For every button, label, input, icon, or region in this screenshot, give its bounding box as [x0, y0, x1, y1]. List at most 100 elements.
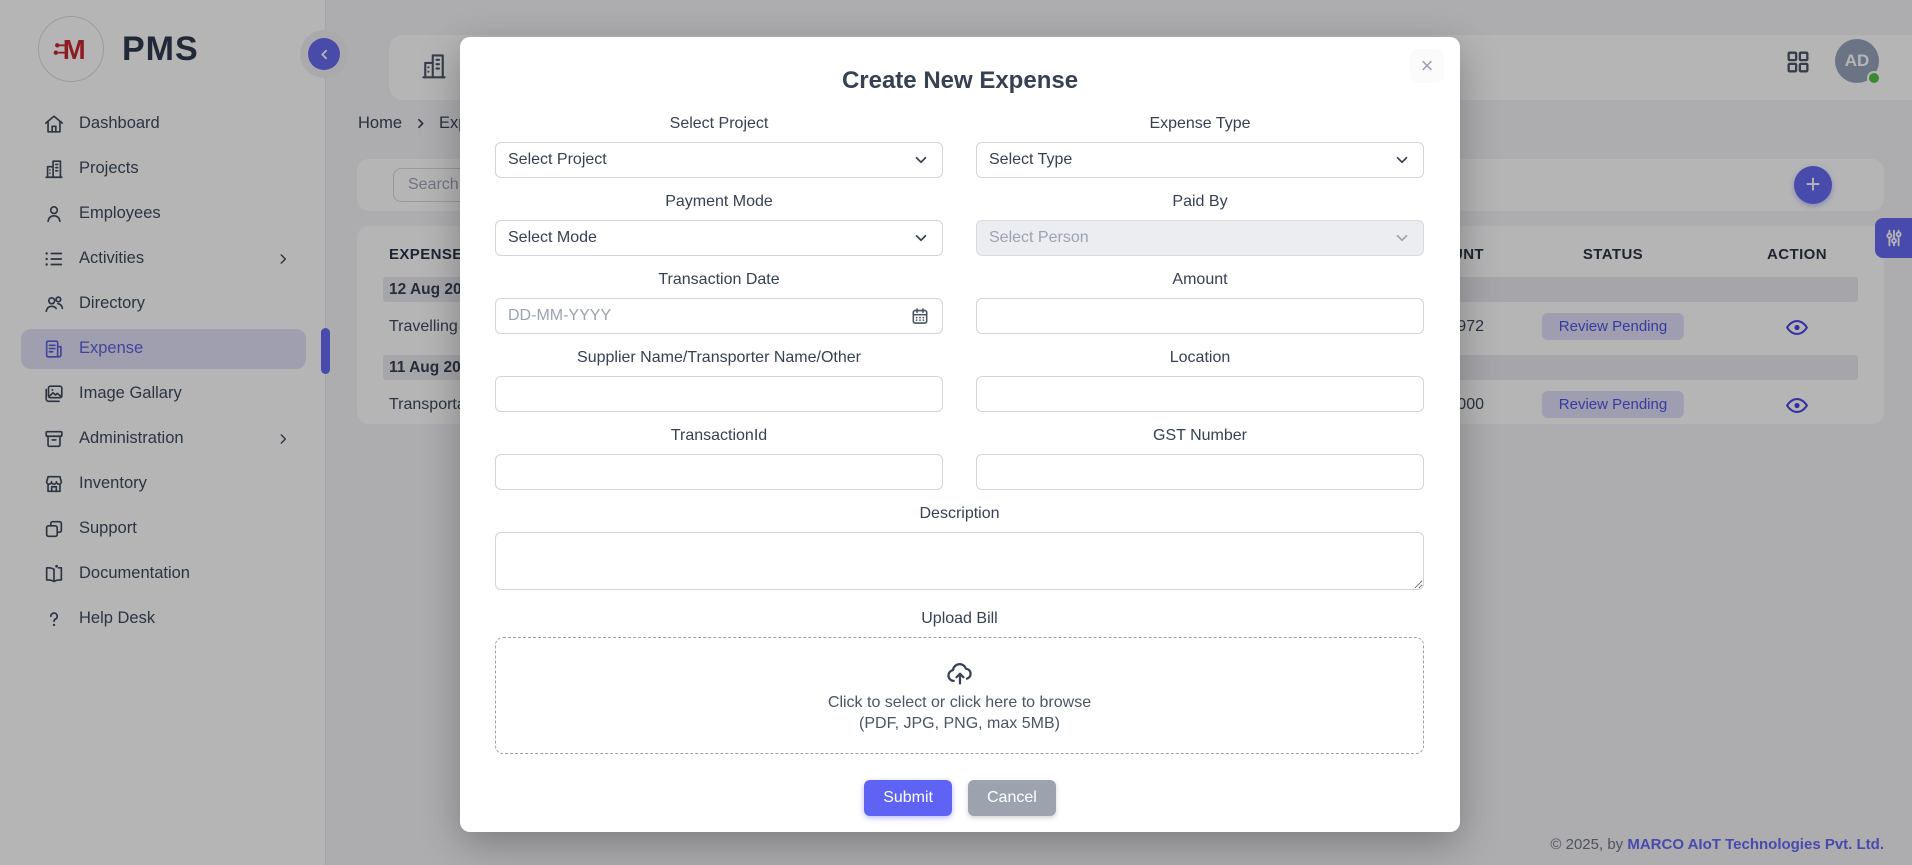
list-icon: [43, 248, 65, 270]
field-label: GST Number: [1153, 427, 1247, 444]
chevron-down-icon: [912, 229, 930, 247]
avatar-initials: AD: [1844, 51, 1870, 70]
sidebar-item-label: Documentation: [79, 564, 190, 582]
marco-logo-icon: M: [38, 16, 104, 82]
location-input[interactable]: [976, 376, 1424, 412]
gst-number-input[interactable]: [976, 454, 1424, 490]
sidebar-item-label: Image Gallary: [79, 384, 182, 402]
book-icon: [43, 563, 65, 585]
description-textarea[interactable]: [495, 532, 1424, 590]
breadcrumb-home[interactable]: Home: [358, 114, 403, 132]
table-row[interactable]: Travelling 972 Review Pending: [383, 302, 1858, 352]
field-supplier-name: Supplier Name/Transporter Name/Other: [495, 349, 943, 412]
group-date-label: 12 Aug 2025: [389, 281, 479, 298]
expense-amount: 000: [1457, 396, 1484, 413]
sidebar-item-documentation[interactable]: Documentation: [21, 551, 306, 596]
field-transaction-date: Transaction Date DD-MM-YYYY: [495, 271, 943, 334]
sidebar-item-label: Employees: [79, 204, 161, 222]
apps-grid-icon[interactable]: [1784, 48, 1812, 81]
sidebar-item-dashboard[interactable]: Dashboard: [21, 101, 306, 146]
field-gst-number: GST Number: [976, 427, 1424, 490]
question-icon: [43, 608, 65, 630]
transaction-id-input[interactable]: [495, 454, 943, 490]
sidebar-item-help-desk[interactable]: Help Desk: [21, 596, 306, 641]
sidebar-item-label: Dashboard: [79, 114, 160, 132]
eye-icon[interactable]: [1785, 393, 1810, 418]
modal-actions: Submit Cancel: [460, 780, 1460, 816]
field-payment-mode: Payment Mode Select Mode: [495, 193, 943, 256]
sidebar: M PMS Dashboard Projects Employees Activ…: [0, 0, 326, 865]
sidebar-item-image-gallery[interactable]: Image Gallary: [21, 371, 306, 416]
add-expense-button[interactable]: +: [1794, 166, 1832, 204]
copyright-text: © 2025, by: [1550, 836, 1628, 853]
expense-type-select[interactable]: Select Type: [976, 142, 1424, 178]
amount-input[interactable]: [976, 298, 1424, 334]
chevron-down-icon: [1393, 151, 1411, 169]
upload-instruction: Click to select or click here to browse: [827, 693, 1092, 711]
status-badge: Review Pending: [1541, 391, 1685, 418]
sidebar-item-support[interactable]: Support: [21, 506, 306, 551]
table-filter-button[interactable]: [1875, 218, 1912, 258]
sidebar-item-expense[interactable]: Expense: [21, 328, 306, 369]
field-location: Location: [976, 349, 1424, 412]
cloud-upload-icon: [945, 659, 975, 689]
store-icon: [43, 473, 65, 495]
payment-mode-select[interactable]: Select Mode: [495, 220, 943, 256]
plus-icon: +: [1805, 169, 1821, 199]
building-icon[interactable]: [419, 51, 449, 86]
company-link[interactable]: MARCO AIoT Technologies Pvt. Ltd.: [1627, 836, 1884, 853]
upload-dropzone[interactable]: Click to select or click here to browse …: [495, 637, 1424, 754]
supplier-name-input[interactable]: [495, 376, 943, 412]
project-select[interactable]: Select Project: [495, 142, 943, 178]
sliders-icon: [1883, 227, 1905, 249]
field-upload-bill: Upload Bill Click to select or click her…: [495, 610, 1424, 754]
sidebar-item-label: Projects: [79, 159, 139, 177]
select-value: Select Person: [989, 229, 1089, 246]
field-label: Upload Bill: [921, 610, 998, 627]
cancel-button[interactable]: Cancel: [967, 780, 1056, 816]
sidebar-item-directory[interactable]: Directory: [21, 281, 306, 326]
sidebar-item-activities[interactable]: Activities: [21, 236, 306, 281]
copy-icon: [43, 518, 65, 540]
chevron-left-icon: [317, 47, 332, 62]
submit-button[interactable]: Submit: [864, 780, 952, 816]
field-label: Transaction Date: [658, 271, 780, 288]
field-label: Description: [919, 505, 1000, 522]
sidebar-item-label: Activities: [79, 249, 145, 267]
calendar-icon[interactable]: [910, 306, 930, 326]
field-amount: Amount: [976, 271, 1424, 334]
field-label: TransactionId: [670, 427, 768, 444]
column-header-action: ACTION: [1767, 246, 1827, 263]
date-placeholder: DD-MM-YYYY: [508, 307, 612, 324]
expense-name: Travelling: [389, 318, 458, 335]
avatar[interactable]: AD: [1835, 39, 1881, 85]
field-label: Amount: [1172, 271, 1228, 288]
chevron-down-icon: [912, 151, 930, 169]
chevron-right-icon: [276, 432, 290, 446]
sidebar-item-inventory[interactable]: Inventory: [21, 461, 306, 506]
online-status-dot: [1867, 71, 1881, 85]
field-expense-type: Expense Type Select Type: [976, 115, 1424, 178]
field-label: Location: [1169, 349, 1231, 366]
close-icon: ×: [1420, 53, 1434, 78]
transaction-date-input[interactable]: DD-MM-YYYY: [495, 298, 943, 334]
sidebar-item-label: Support: [79, 519, 137, 537]
eye-icon[interactable]: [1785, 315, 1810, 340]
expense-form: Select Project Select Project Expense Ty…: [495, 115, 1425, 754]
brand-logo: M PMS: [38, 16, 199, 82]
modal-close-button[interactable]: ×: [1410, 49, 1444, 83]
sidebar-item-administration[interactable]: Administration: [21, 416, 306, 461]
sidebar-item-employees[interactable]: Employees: [21, 191, 306, 236]
user-icon: [43, 203, 65, 225]
group-date-label: 11 Aug 2025: [389, 359, 479, 376]
select-value: Select Mode: [508, 229, 597, 246]
column-header-status: STATUS: [1582, 246, 1644, 263]
field-label: Supplier Name/Transporter Name/Other: [577, 349, 861, 366]
sidebar-collapse-button[interactable]: [308, 38, 340, 70]
sidebar-menu: Dashboard Projects Employees Activities …: [21, 101, 306, 641]
sidebar-item-label: Help Desk: [79, 609, 156, 627]
upload-filetypes: (PDF, JPG, PNG, max 5MB): [859, 714, 1060, 732]
field-select-project: Select Project Select Project: [495, 115, 943, 178]
sidebar-item-projects[interactable]: Projects: [21, 146, 306, 191]
